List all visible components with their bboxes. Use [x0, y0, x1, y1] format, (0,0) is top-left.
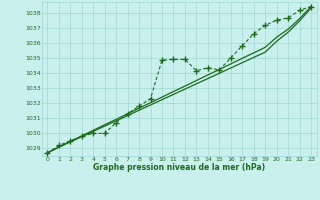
X-axis label: Graphe pression niveau de la mer (hPa): Graphe pression niveau de la mer (hPa): [93, 163, 265, 172]
